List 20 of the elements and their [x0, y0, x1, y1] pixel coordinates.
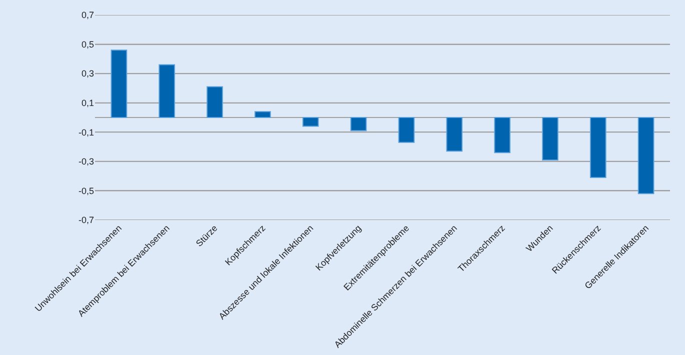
bar: [590, 117, 606, 178]
bar: [494, 117, 510, 154]
bar: [398, 117, 415, 143]
bar: [254, 111, 271, 118]
y-tick-label: 0,3: [81, 68, 94, 79]
y-tick-label: 0,5: [81, 39, 94, 50]
bar: [110, 50, 128, 118]
bar: [350, 117, 367, 132]
y-tick-label: -0,7: [78, 215, 94, 226]
bar: [302, 117, 319, 127]
y-tick-label: 0,1: [81, 98, 94, 108]
bar: [638, 117, 654, 194]
y-tick-label: 0,7: [81, 10, 94, 20]
y-tick-label: -0,3: [78, 156, 94, 167]
bar: [206, 86, 223, 118]
bar: [542, 117, 558, 160]
y-tick-label: -0,1: [78, 127, 94, 138]
bar: [158, 64, 176, 118]
y-tick-label: -0,5: [78, 186, 94, 196]
bar: [446, 117, 463, 152]
